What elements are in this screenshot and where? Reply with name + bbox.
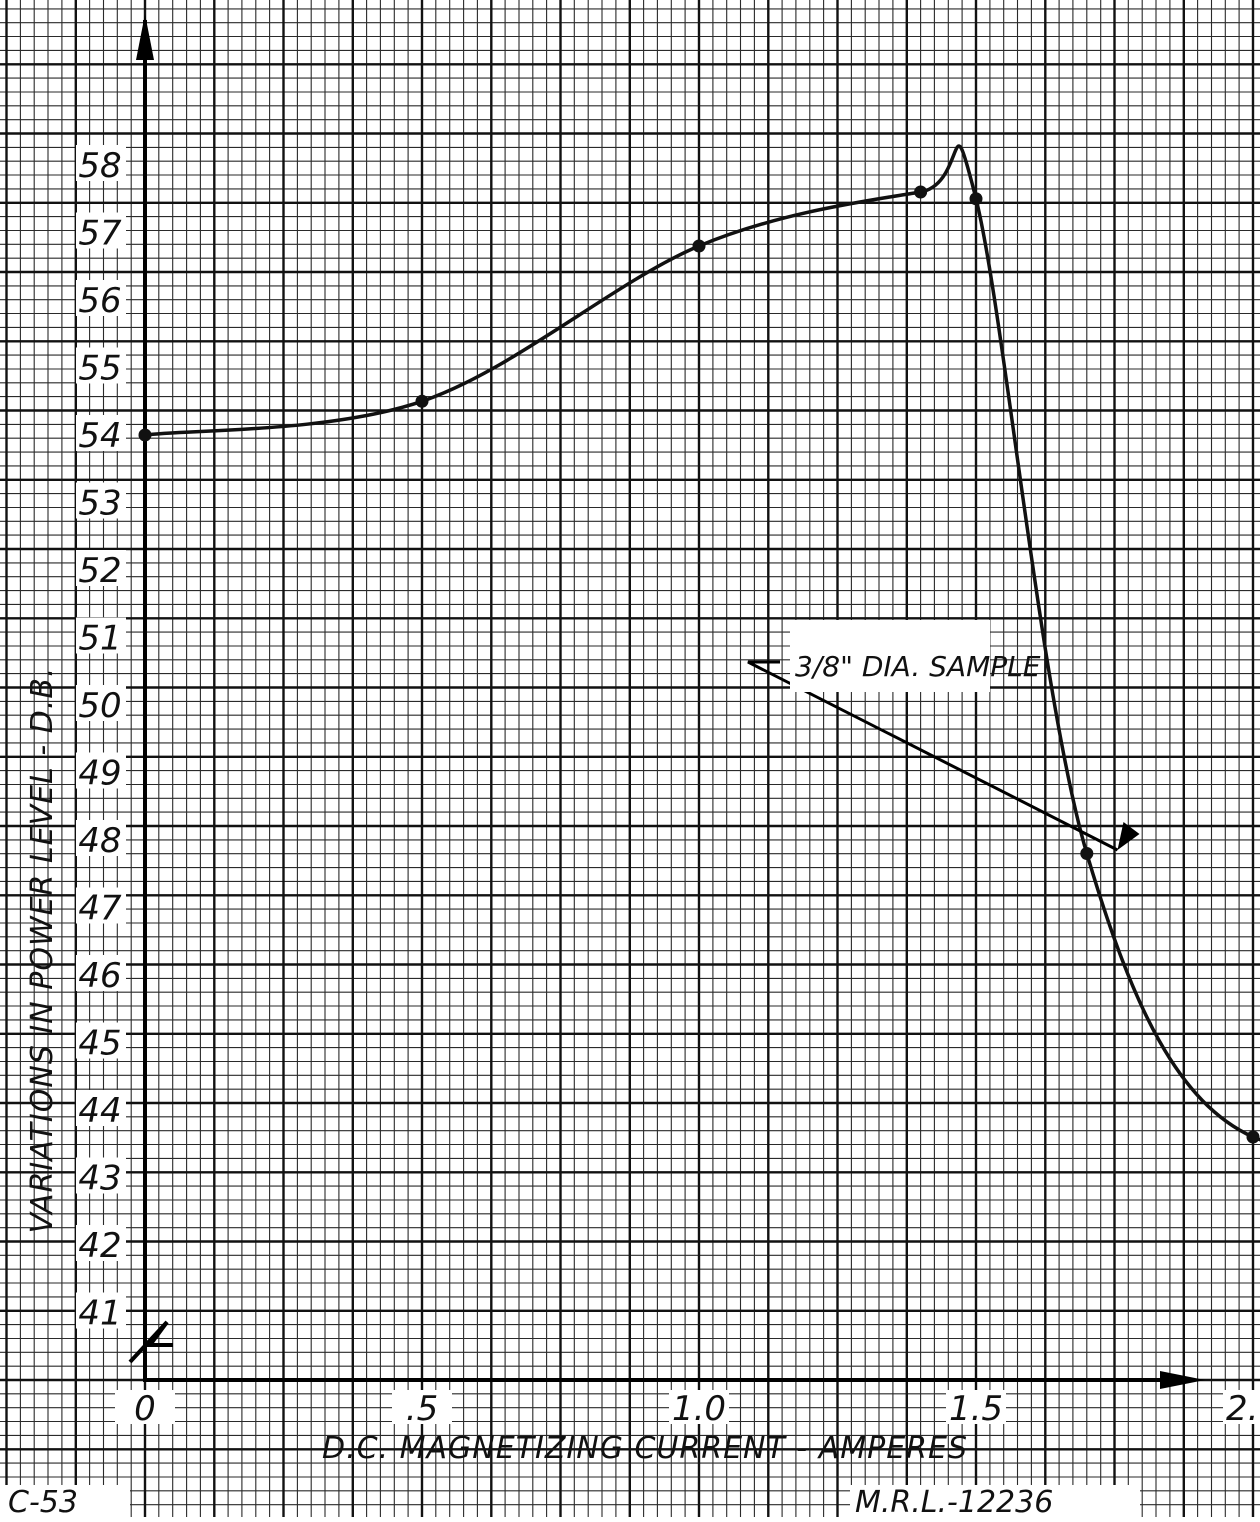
y-tick-label: 50 [78,686,121,726]
x-axis-arrow [1160,1371,1205,1389]
annotation-label: 3/8" DIA. SAMPLE [795,650,1041,683]
y-tick-label: 47 [78,889,122,929]
y-tick-label: 42 [78,1226,121,1266]
data-point [1247,1131,1260,1144]
y-tick-label: 41 [78,1294,121,1334]
x-tick-labels: 0.51.01.52.02.53.03.5 [115,1389,1260,1429]
y-tick-label: 55 [78,349,121,389]
data-point [970,192,983,205]
corner-label-left: C-53 [8,1485,78,1517]
data-point [914,186,927,199]
y-tick-label: 48 [78,821,121,861]
y-tick-label: 57 [78,214,122,254]
y-tick-label: 46 [78,956,121,996]
x-tick-label: 1.0 [672,1389,726,1429]
y-tick-label: 51 [78,619,121,659]
y-tick-label: 45 [78,1024,121,1064]
y-tick-label: 43 [78,1159,121,1199]
y-tick-label: 44 [78,1091,121,1131]
corner-label-right: M.R.L.-12236 [855,1485,1053,1517]
y-tick-label: 49 [78,754,121,794]
data-point [416,395,429,408]
x-tick-label: 1.5 [949,1389,1003,1429]
data-point [693,240,706,253]
x-tick-label: .5 [406,1389,438,1429]
data-point [139,429,152,442]
y-tick-label: 54 [78,416,121,456]
x-tick-label: 0 [134,1389,156,1429]
annotation-layer: 3/8" DIA. SAMPLE [748,620,1140,850]
y-tick-label: 58 [78,146,121,186]
y-tick-label: 52 [78,551,121,591]
x-axis-title: D.C. MAGNETIZING CURRENT - AMPERES [322,1431,968,1466]
data-point [1080,847,1093,860]
y-axis-title: VARIATIONS IN POWER LEVEL - D.B. [25,667,60,1234]
y-tick-labels: 41 42 43 44 45 46 47 48 49 50 51 52 53 54 55 56 57 58 [76,145,126,1334]
y-tick-label: 56 [78,281,121,321]
x-tick-label: 2.0 [1226,1389,1260,1429]
y-axis-break [130,1322,173,1362]
y-tick-label: 53 [78,484,121,524]
